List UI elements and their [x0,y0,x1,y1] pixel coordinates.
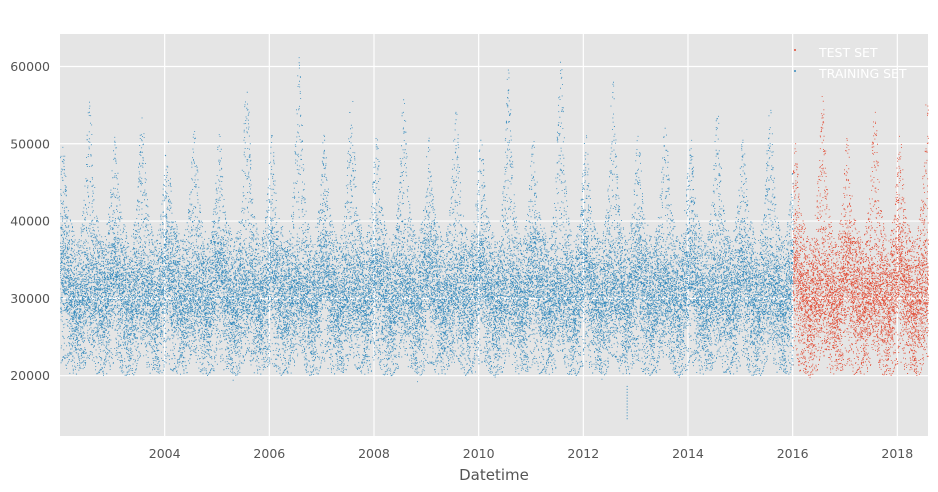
legend-marker-test-set [794,49,796,51]
y-tick-label: 50000 [10,136,50,151]
outlier-point [626,397,628,399]
y-tick-label: 60000 [10,59,50,74]
x-tick-label: 2018 [881,446,913,461]
x-axis-title: Datetime [459,466,529,484]
y-tick-label: 30000 [10,291,50,306]
outlier-point [626,394,628,396]
legend-item-test-set: TEST SET [794,45,878,60]
legend-label-test-set: TEST SET [818,45,878,60]
y-tick-label: 40000 [10,214,50,229]
legend-label-training-set: TRAINING SET [818,66,907,81]
x-tick-label: 2006 [253,446,285,461]
outlier-point [626,400,628,402]
outlier-point [626,409,628,411]
x-tick-label: 2014 [672,446,704,461]
legend: TEST SET TRAINING SET [794,45,907,81]
outlier-points [626,385,628,420]
legend-marker-training-set [794,70,796,72]
outlier-point [626,412,628,414]
outlier-point [626,385,628,387]
outlier-point [626,418,628,420]
x-tick-labels: 2004 2006 2008 2010 2012 2014 2016 2018 [149,446,914,461]
outlier-point [626,415,628,417]
y-tick-label: 20000 [10,368,50,383]
x-tick-label: 2004 [149,446,181,461]
x-tick-label: 2016 [777,446,809,461]
x-tick-label: 2010 [463,446,495,461]
legend-item-training-set: TRAINING SET [794,66,907,81]
series-test-set [792,96,929,379]
y-tick-labels: 20000 30000 40000 50000 60000 [10,59,50,383]
plot-background [60,34,928,436]
outlier-point [626,388,628,390]
outlier-point [626,391,628,393]
x-tick-label: 2008 [358,446,390,461]
data-points [60,57,929,420]
outlier-point [626,403,628,405]
outlier-point [626,406,628,408]
scatter-points [792,96,929,379]
x-tick-label: 2012 [567,446,599,461]
